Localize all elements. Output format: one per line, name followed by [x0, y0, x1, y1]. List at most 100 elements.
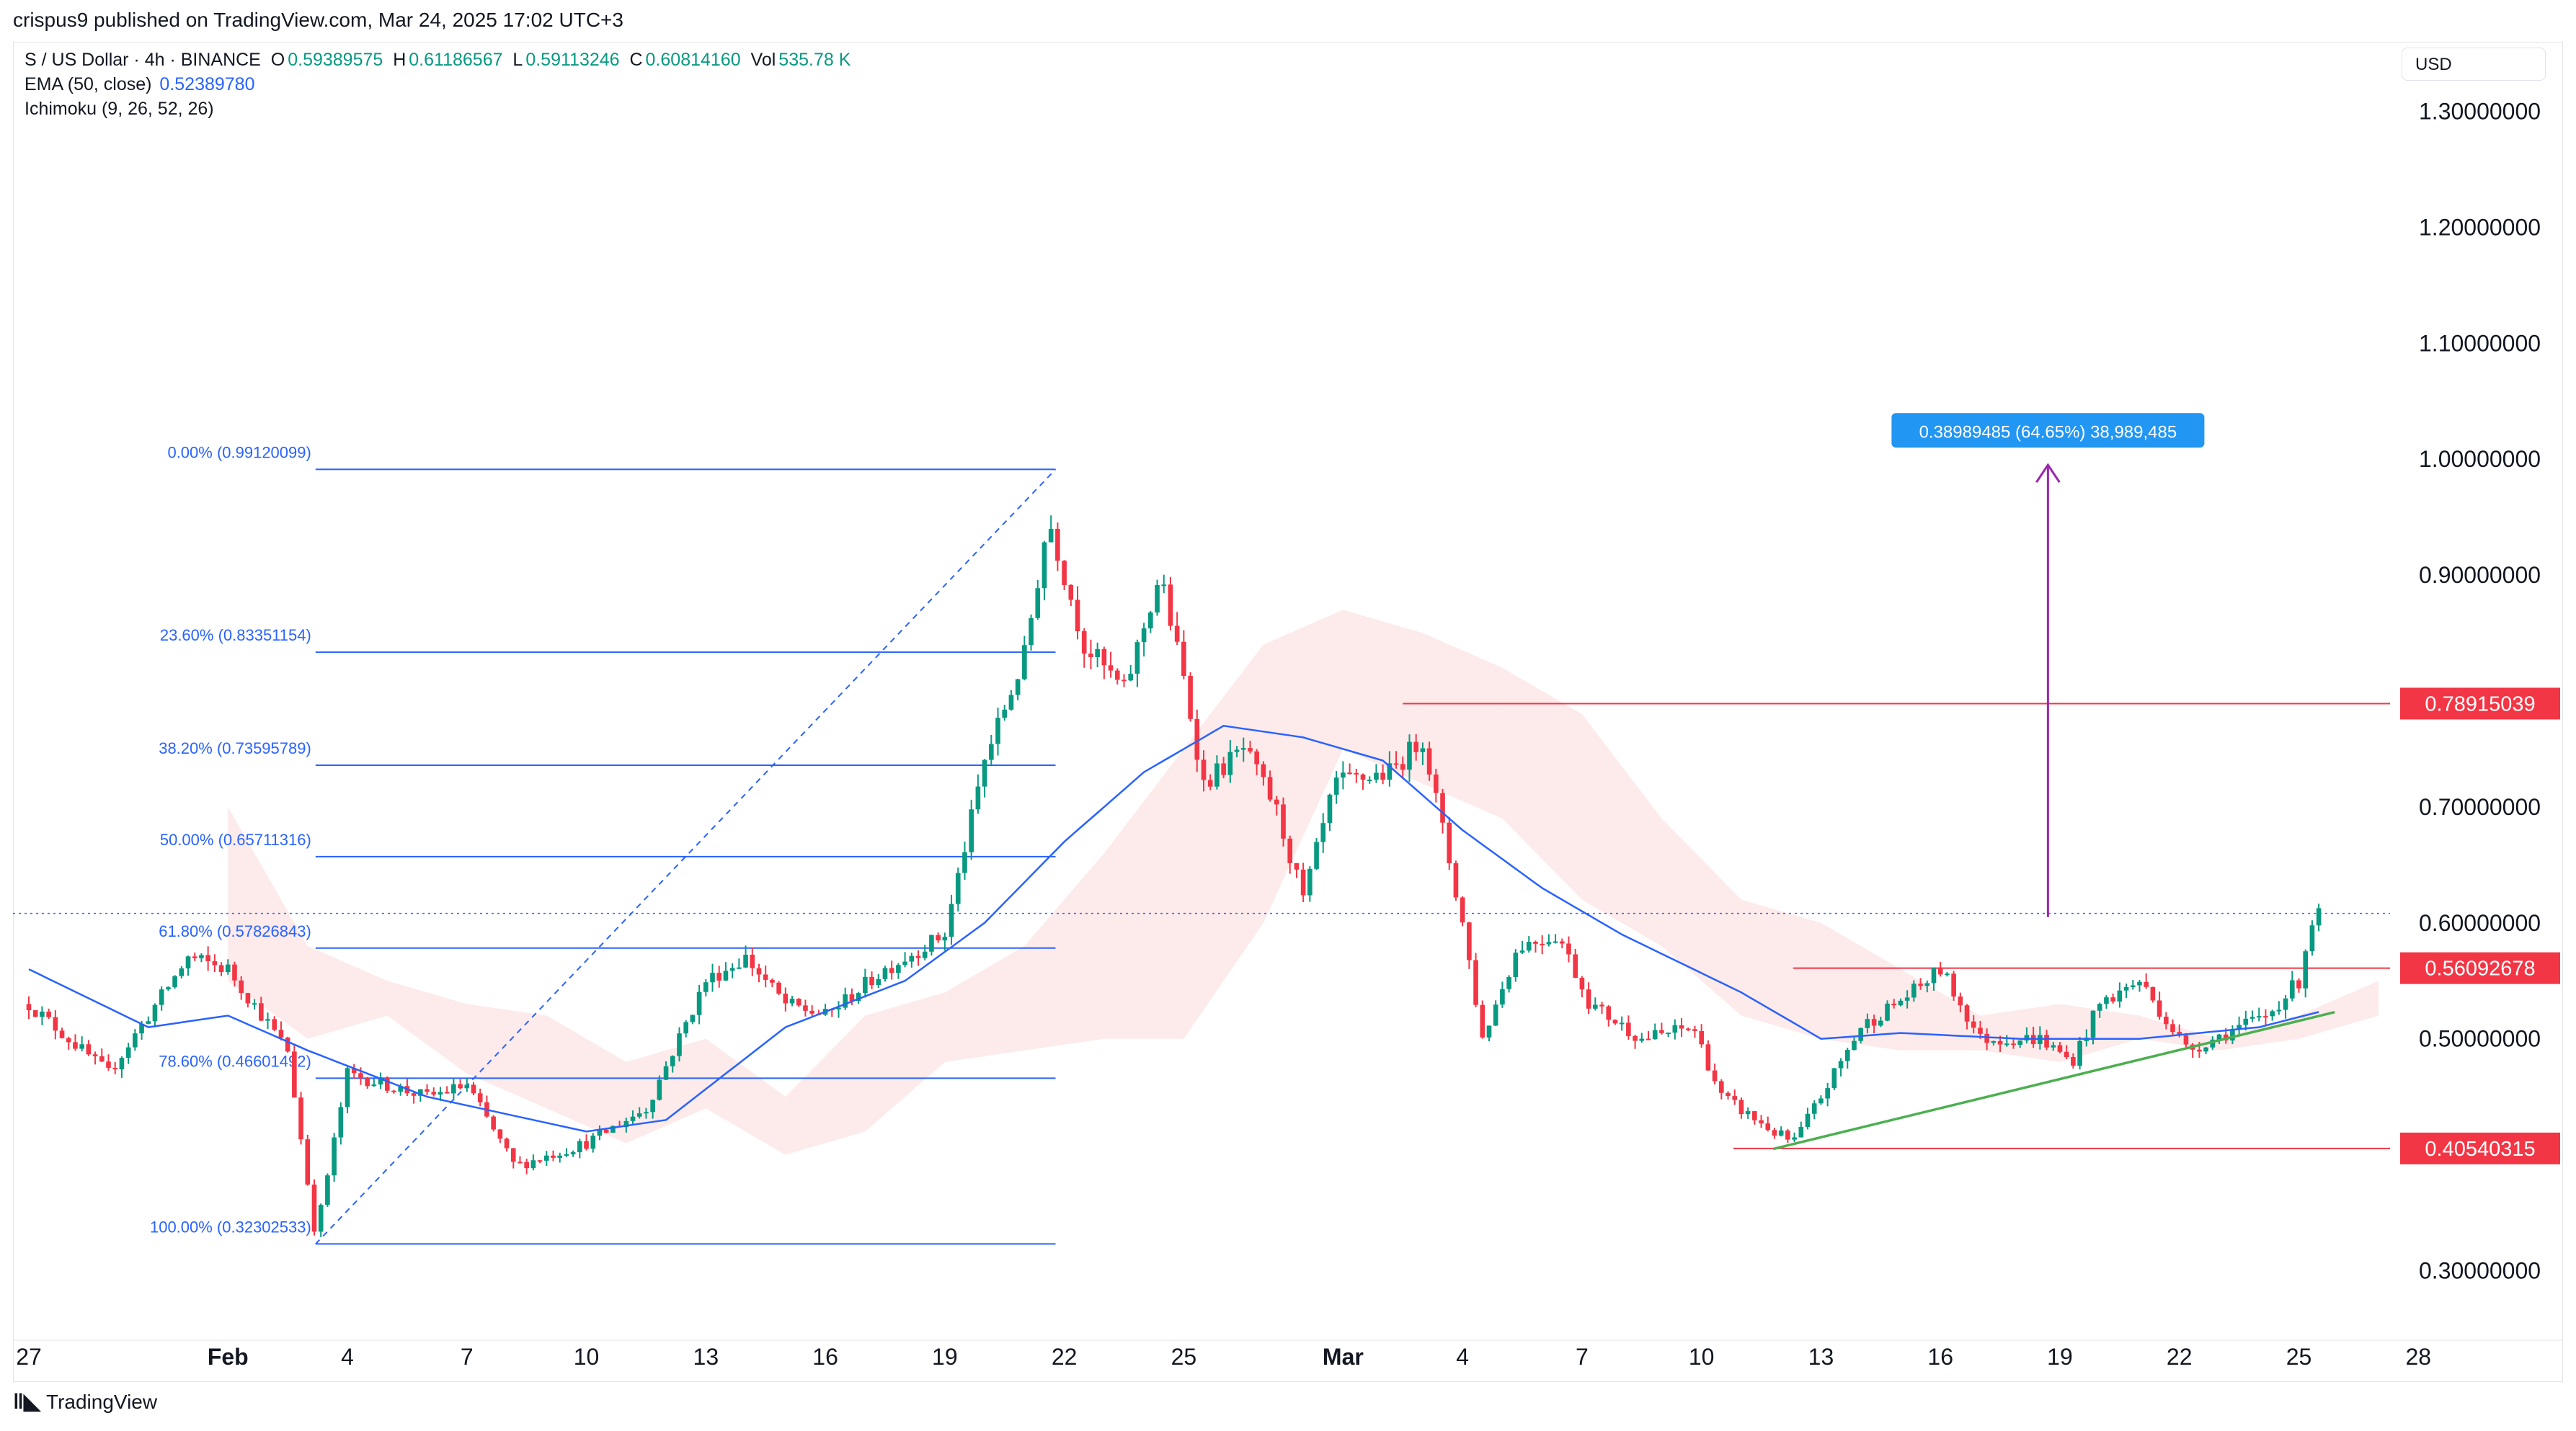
candle-body: [358, 1073, 363, 1079]
ichimoku-cloud-segment: [944, 945, 1025, 1062]
candle-body: [902, 961, 907, 966]
candle-body: [205, 955, 210, 962]
candle-body: [869, 976, 874, 986]
candle-body: [285, 1037, 290, 1052]
candle-body: [1101, 648, 1107, 666]
x-axis-tick-label: 7: [1576, 1344, 1589, 1370]
price-level-tag-label: 0.56092678: [2425, 958, 2535, 981]
legend-ichimoku-label: Ichimoku (9, 26, 52, 26): [25, 99, 214, 119]
candle-body: [1022, 645, 1027, 679]
candle-body: [431, 1092, 437, 1095]
candle-body: [1726, 1092, 1731, 1097]
y-axis-tick-label: 0.50000000: [2419, 1026, 2541, 1052]
legend-ichimoku-row[interactable]: Ichimoku (9, 26, 52, 26): [25, 97, 850, 121]
candle-body: [1586, 989, 1591, 1009]
candle-body: [1480, 1004, 1485, 1038]
candle-body: [2130, 985, 2136, 987]
candle-body: [750, 955, 755, 968]
candle-body: [995, 718, 1000, 744]
candle-body: [325, 1175, 330, 1205]
fib-trend-line: [315, 468, 1057, 1245]
candle-body: [1447, 822, 1452, 864]
candle-body: [332, 1137, 337, 1176]
candle-body: [1274, 799, 1279, 805]
ichimoku-cloud-segment: [706, 1038, 786, 1155]
ichimoku-cloud-segment: [387, 981, 467, 1074]
candle-body: [2044, 1035, 2049, 1048]
candle-body: [1911, 984, 1917, 998]
candle-body: [1765, 1123, 1771, 1131]
candle-body: [524, 1162, 529, 1169]
candle-body: [92, 1054, 98, 1056]
candle-body: [975, 786, 981, 810]
ichimoku-cloud-segment: [1343, 610, 1423, 784]
candle-body: [99, 1056, 105, 1062]
candle-body: [1354, 772, 1359, 775]
candle-body: [551, 1155, 556, 1158]
candle-body: [962, 852, 967, 873]
candle-body: [1772, 1130, 1777, 1136]
candle-body: [1108, 665, 1114, 671]
ichimoku-cloud-segment: [1980, 1004, 2060, 1062]
candle-body: [2256, 1016, 2262, 1018]
candle-body: [1473, 960, 1478, 1005]
x-axis-tick-label: 10: [1689, 1344, 1715, 1370]
candle-body: [2197, 1049, 2202, 1052]
candle-body: [889, 968, 894, 973]
candle-body: [590, 1136, 596, 1149]
candle-body: [1759, 1120, 1764, 1124]
candle-body: [1924, 983, 1930, 986]
ichimoku-cloud-segment: [307, 945, 388, 1039]
legend-close-value: 0.60814160: [645, 50, 741, 70]
x-axis-tick-label: 4: [341, 1344, 354, 1370]
candle-body: [1214, 763, 1220, 787]
candle-body: [1460, 897, 1465, 923]
candle-body: [1991, 1040, 1997, 1043]
x-axis-tick-label: 28: [2405, 1344, 2431, 1370]
candle-body: [1048, 528, 1054, 543]
candle-body: [1526, 942, 1532, 951]
candle-body: [756, 968, 762, 975]
top-bar: crispus9 published on TradingView.com, M…: [0, 0, 2576, 42]
candle-body: [1041, 542, 1047, 589]
candle-body: [2017, 1040, 2023, 1046]
candle-body: [896, 965, 901, 973]
candle-body: [1997, 1040, 2003, 1045]
y-axis-tick-label: 0.90000000: [2419, 562, 2541, 588]
candle-body: [1852, 1040, 1857, 1051]
currency-selector[interactable]: USD: [2402, 48, 2546, 81]
candle-body: [1327, 794, 1333, 824]
candle-body: [915, 955, 921, 958]
candle-body: [1798, 1127, 1804, 1138]
candle-body: [683, 1022, 689, 1034]
candle-body: [1825, 1088, 1830, 1099]
candle-body: [2243, 1018, 2249, 1025]
candle-body: [1732, 1096, 1738, 1100]
candle-body: [743, 955, 748, 968]
ema-line: [28, 725, 2319, 1133]
candle-body: [1652, 1030, 1658, 1040]
candle-body: [909, 955, 915, 962]
candle-body: [166, 987, 171, 990]
legend-ema-row[interactable]: EMA (50, close) 0.52389780: [25, 72, 850, 97]
candle-body: [1858, 1027, 1864, 1041]
candle-body: [1141, 628, 1147, 643]
candle-body: [677, 1033, 682, 1056]
candle-body: [2249, 1017, 2255, 1019]
candle-body: [2289, 980, 2295, 999]
candle-body: [53, 1017, 58, 1031]
y-axis-tick-label: 1.30000000: [2419, 99, 2541, 125]
candle-body: [1931, 967, 1937, 984]
candle-body: [1566, 943, 1571, 955]
candle-body: [2170, 1024, 2175, 1033]
candle-body: [1692, 1029, 1697, 1031]
chart-legend: S / US Dollar · 4h · BINANCE O 0.59389575…: [25, 48, 850, 121]
candle-body: [1002, 709, 1008, 718]
candle-body: [259, 1003, 264, 1021]
candle-body: [477, 1093, 483, 1102]
candle-body: [152, 1004, 158, 1022]
candle-body: [1015, 679, 1021, 695]
fib-level-label: 100.00% (0.32302533): [150, 1218, 311, 1236]
candle-body: [278, 1030, 284, 1038]
